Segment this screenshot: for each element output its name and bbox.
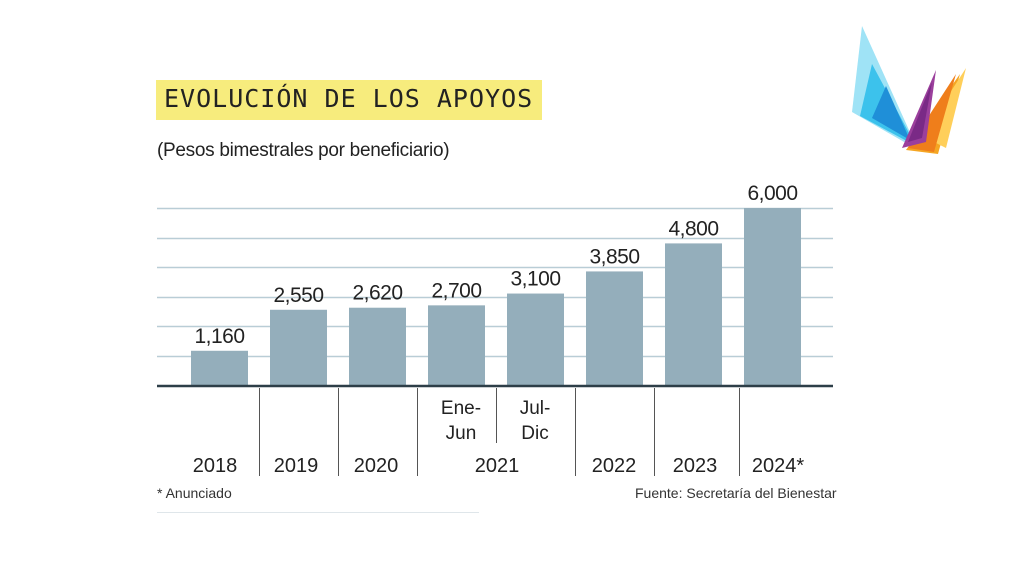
- x-tick-label: 2022: [592, 455, 637, 477]
- source-note: Fuente: Secretaría del Bienestar: [635, 485, 837, 501]
- sub-label: Dic: [521, 423, 548, 444]
- footnote: * Anunciado: [157, 485, 232, 501]
- bottom-rule: [157, 512, 479, 513]
- value-label: 2,700: [431, 279, 481, 302]
- bar: [586, 271, 643, 385]
- chart-title: EVOLUCIÓN DE LOS APOYOS: [164, 84, 534, 113]
- sub-label: Jun: [446, 423, 477, 444]
- x-tick-label: 2023: [673, 455, 718, 477]
- x-tick-label: 2020: [354, 455, 399, 477]
- chart-subtitle: (Pesos bimestrales por beneficiario): [157, 140, 450, 161]
- value-label: 2,550: [273, 284, 323, 307]
- value-label: 3,850: [589, 245, 639, 268]
- bar: [665, 243, 722, 385]
- value-label: 6,000: [747, 182, 797, 205]
- bar: [270, 309, 327, 385]
- x-tick-label: 2021: [475, 455, 520, 477]
- x-tick-label: 2018: [193, 455, 238, 477]
- bar: [507, 293, 564, 385]
- title-highlight: [156, 80, 542, 120]
- x-tick-label: 2019: [274, 455, 319, 477]
- bar: [349, 307, 406, 385]
- value-label: 2,620: [352, 282, 402, 305]
- sub-label: Ene-: [441, 398, 481, 419]
- bar: [744, 208, 801, 385]
- bar: [428, 305, 485, 385]
- value-label: 1,160: [194, 325, 244, 348]
- value-label: 3,100: [510, 268, 560, 291]
- bar: [191, 350, 248, 385]
- sub-label: Jul-: [520, 398, 551, 419]
- x-tick-label: 2024*: [752, 455, 804, 477]
- value-label: 4,800: [668, 217, 718, 240]
- butterfly-logo-icon: [852, 26, 966, 154]
